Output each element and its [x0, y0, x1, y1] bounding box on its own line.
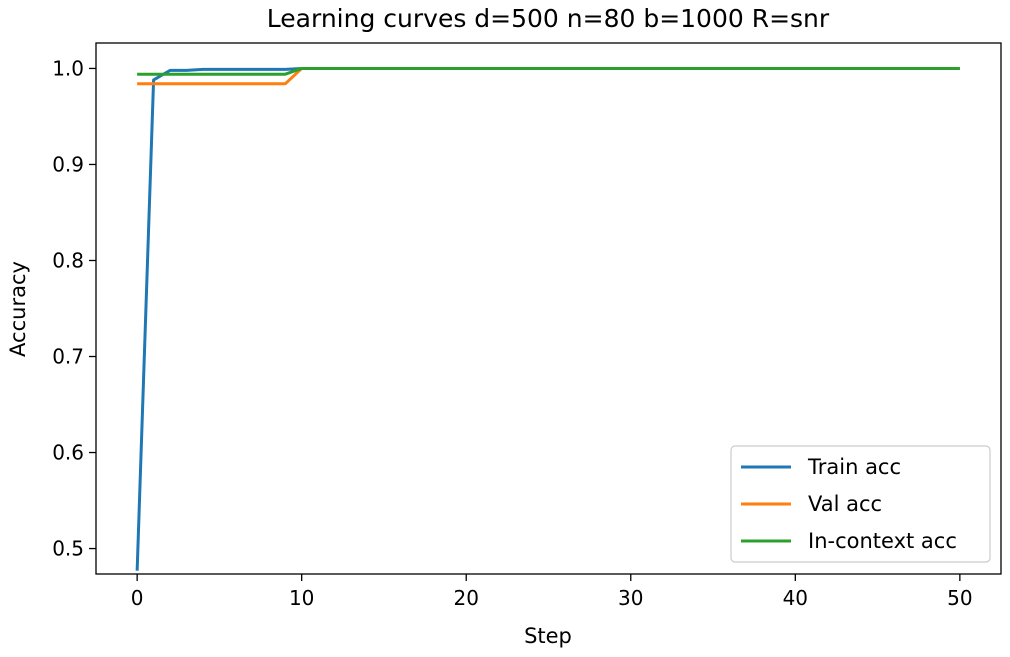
x-axis-label: Step: [524, 624, 572, 648]
y-tick-label: 0.6: [52, 441, 84, 465]
y-tick-label: 0.8: [52, 248, 84, 272]
x-tick-label: 0: [131, 586, 144, 610]
x-tick-label: 20: [454, 586, 479, 610]
legend-label-val-acc: Val acc: [808, 492, 882, 516]
y-tick-label: 0.9: [52, 152, 84, 176]
legend-box: [730, 445, 991, 563]
x-tick-label: 30: [618, 586, 643, 610]
legend: Train acc Val acc In-context acc: [730, 445, 991, 563]
x-tick-label: 40: [783, 586, 808, 610]
plot-lines: [135, 66, 960, 571]
y-axis: 0.5 0.6 0.7 0.8 0.9 1.0: [52, 56, 96, 561]
plot-frame: [95, 42, 1002, 575]
x-tick-label: 10: [289, 586, 314, 610]
y-tick-label: 0.7: [52, 345, 84, 369]
legend-label-train-acc: Train acc: [807, 455, 901, 479]
y-tick-label: 1.0: [52, 56, 84, 80]
chart-title: Learning curves d=500 n=80 b=1000 R=snr: [267, 4, 830, 33]
series-line-in-context-acc: [137, 66, 960, 76]
y-tick-label: 0.5: [52, 537, 84, 561]
x-tick-label: 50: [947, 586, 972, 610]
legend-label-in-context-acc: In-context acc: [808, 529, 957, 553]
y-axis-label: Accuracy: [6, 261, 30, 357]
x-axis: 0 10 20 30 40 50: [131, 574, 973, 610]
